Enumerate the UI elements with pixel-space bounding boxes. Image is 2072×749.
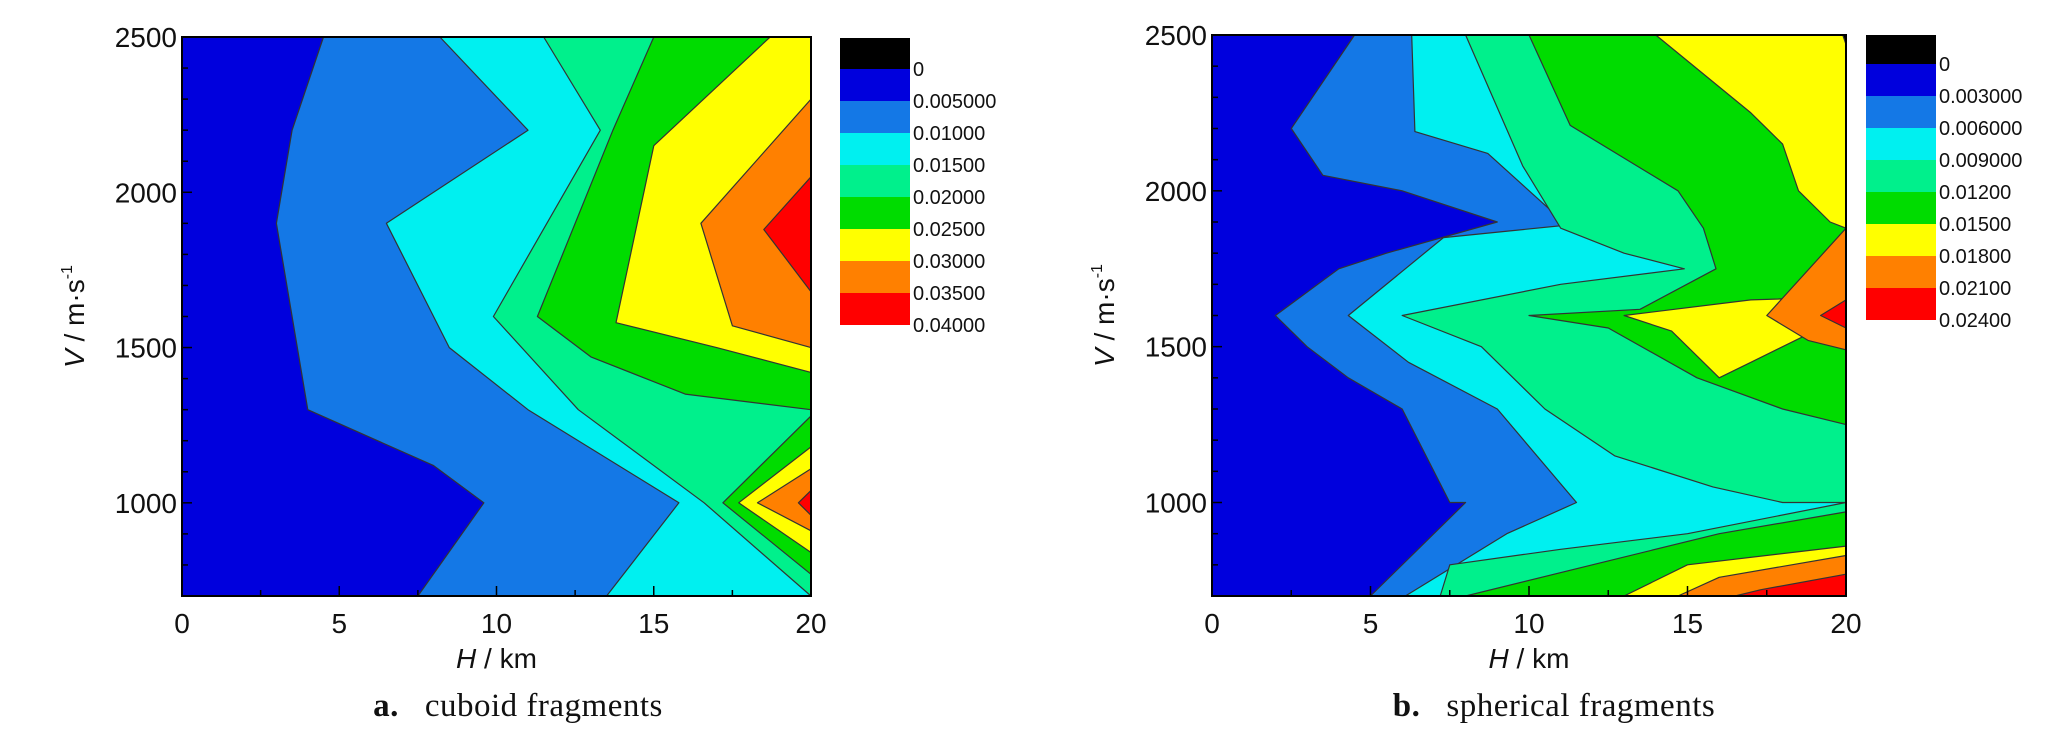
x-tick-label: 10 [481,608,512,639]
legend-swatch [1866,256,1936,288]
legend-swatch [1866,64,1936,96]
x-tick-label: 20 [1830,608,1861,639]
legend-label: 0.02500 [913,219,985,241]
contour-chart-a: 0 5 10 15 20 1000 1500 2000 2500 H / km V / m·s-1 0… [59,22,996,674]
legend-label: 0.01200 [1939,182,2011,204]
legend-swatch-top [1866,35,1936,64]
y-tick-label: 2000 [1145,176,1207,207]
legend-label: 0.003000 [1939,86,2022,108]
legend-swatch [840,165,910,197]
legend-label: 0.02100 [1939,278,2011,300]
legend-swatch [1866,288,1936,320]
legend-swatch [1866,192,1936,224]
y-axis-variable: V [1089,346,1120,367]
caption-a: a. cuboid fragments [0,688,1036,725]
contour-chart-b: 0 5 10 15 20 1000 1500 2000 2500 H / km V / m·s-1 0… [1089,20,2022,674]
legend-label: 0.01500 [913,155,985,177]
y-tick-label: 2000 [115,177,177,208]
x-tick-label: 10 [1513,608,1544,639]
x-axis: 0 5 10 15 20 [174,586,827,639]
x-axis: 0 5 10 15 20 [1204,586,1862,639]
legend: 0 0.003000 0.006000 0.009000 0.01200 0.01500 0… [1866,35,2022,332]
legend-swatch [840,69,910,101]
panel-a: 0 5 10 15 20 1000 1500 2000 2500 H / km V / m·s-1 0… [0,22,1036,725]
legend-swatch-top [840,38,910,69]
legend-label: 0.005000 [913,91,996,113]
caption-letter: a. [373,688,399,724]
x-axis-title: H / km [456,643,537,674]
x-tick-label: 0 [1204,608,1220,639]
legend-label: 0.03500 [913,283,985,305]
y-axis-unit-superscript: -1 [59,265,76,279]
legend-swatch [840,197,910,229]
x-axis-unit: / km [476,643,537,674]
x-tick-label: 15 [1672,608,1703,639]
legend: 0 0.005000 0.01000 0.01500 0.02000 0.02500 0.0… [840,38,996,337]
legend-swatch [840,229,910,261]
x-tick-label: 5 [331,608,347,639]
legend-label: 0.006000 [1939,118,2022,140]
legend-swatch [840,133,910,165]
x-axis-variable: H [456,643,477,674]
contour-regions [275,36,812,597]
y-axis: 1000 1500 2000 2500 [115,22,192,597]
caption-text: spherical fragments [1446,688,1716,724]
legend-label: 0.009000 [1939,150,2022,172]
y-tick-label: 1500 [1145,332,1207,363]
y-axis-title: V / m·s-1 [1089,264,1120,367]
caption-b: b. spherical fragments [1036,688,2072,725]
y-axis-unit: / m·s [59,279,90,349]
legend-label: 0 [1939,54,1950,76]
panel-b: 0 5 10 15 20 1000 1500 2000 2500 H / km V / m·s-1 0… [1036,0,2072,749]
y-axis-unit: / m·s [1089,278,1120,348]
caption-letter: b. [1392,688,1421,724]
caption-text: cuboid fragments [424,688,663,724]
legend-label: 0.02000 [913,187,985,209]
legend-label: 0.01800 [1939,246,2011,268]
x-axis-title: H / km [1489,643,1570,674]
x-tick-label: 15 [638,608,669,639]
legend-label: 0.01500 [1939,214,2011,236]
legend-swatch [840,101,910,133]
legend-label: 0 [913,59,924,81]
x-tick-label: 0 [174,608,190,639]
legend-label: 0.02400 [1939,310,2011,332]
legend-label: 0.04000 [913,315,985,337]
legend-swatch [840,293,910,325]
contour-regions [1274,34,1847,597]
legend-label: 0.03000 [913,251,985,273]
x-tick-label: 5 [1363,608,1379,639]
legend-swatch [1866,96,1936,128]
y-axis-variable: V [59,347,90,368]
y-axis-title: V / m·s-1 [59,265,90,368]
y-tick-label: 2500 [1145,20,1207,51]
legend-label: 0.01000 [913,123,985,145]
x-axis-variable: H [1489,643,1510,674]
legend-swatch [1866,128,1936,160]
y-tick-label: 1000 [1145,488,1207,519]
y-tick-label: 1500 [115,333,177,364]
legend-swatch [1866,160,1936,192]
legend-swatch [840,261,910,293]
x-tick-label: 20 [795,608,826,639]
y-axis: 1000 1500 2000 2500 [1145,20,1222,597]
y-tick-label: 1000 [115,488,177,519]
x-axis-unit: / km [1509,643,1570,674]
y-axis-unit-superscript: -1 [1089,264,1106,278]
y-tick-label: 2500 [115,22,177,53]
legend-swatch [1866,224,1936,256]
